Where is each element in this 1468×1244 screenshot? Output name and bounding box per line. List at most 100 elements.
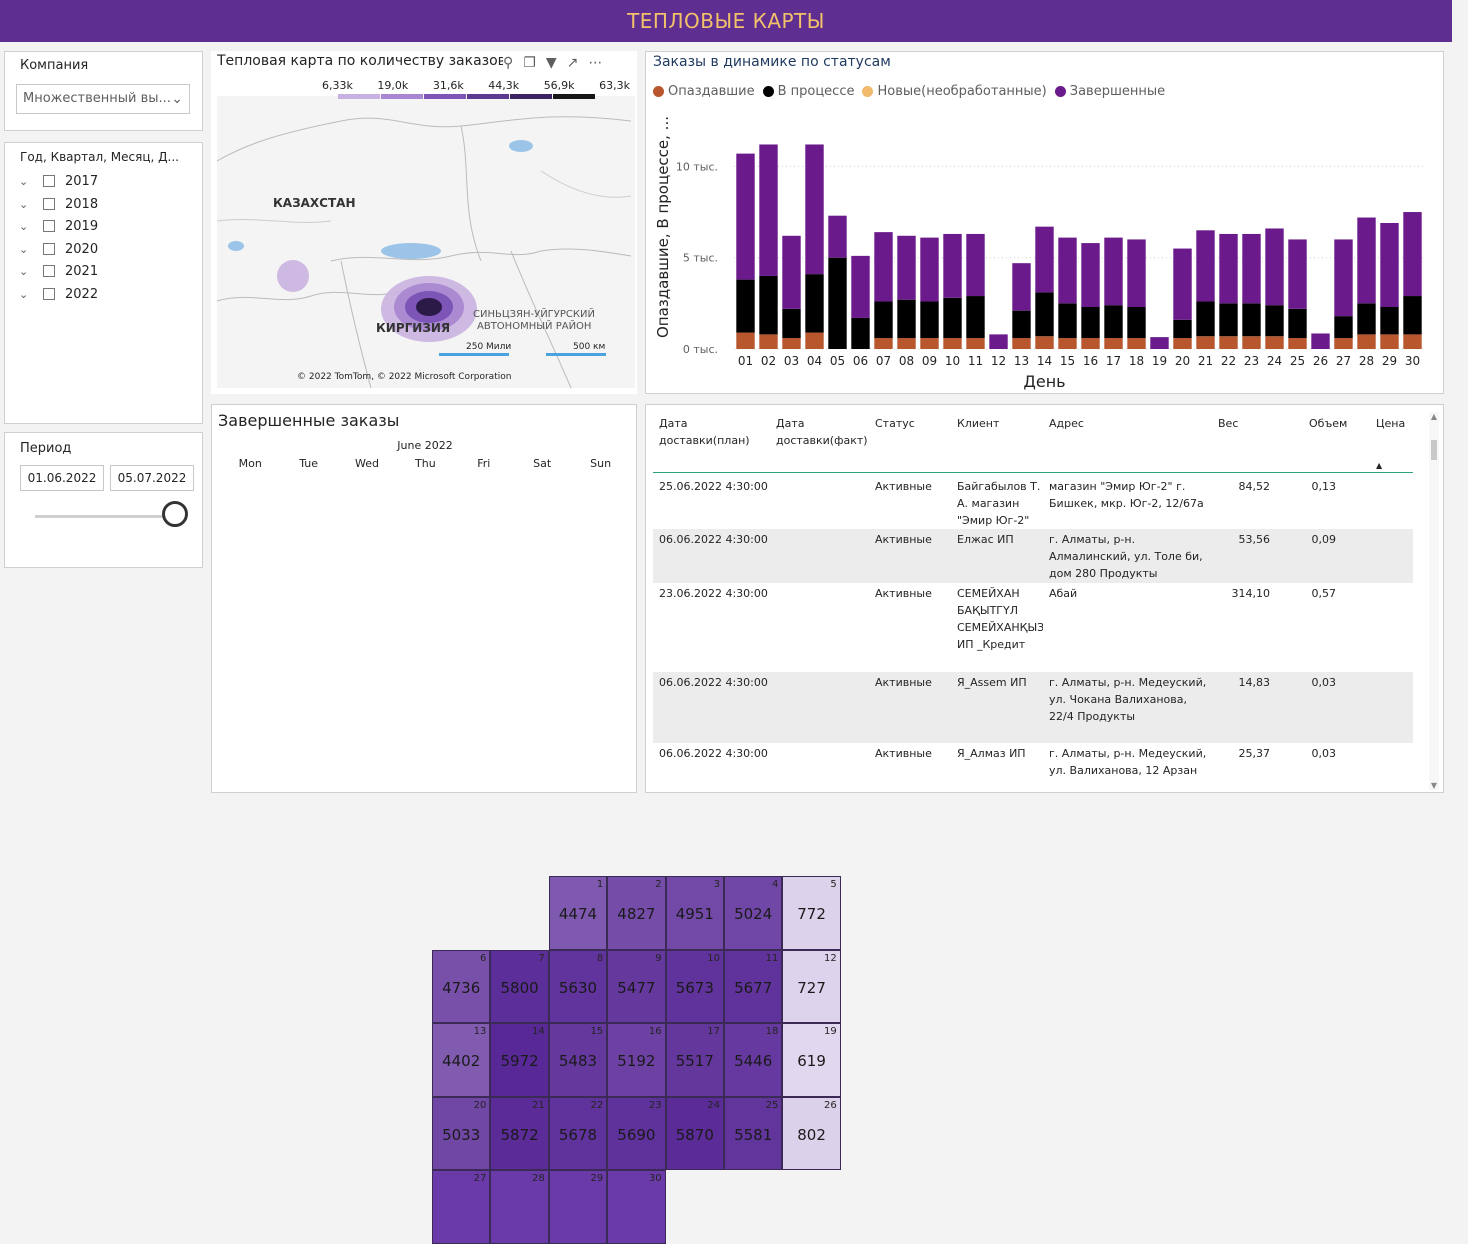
col-header-weight[interactable]: Вес xyxy=(1218,417,1239,430)
bar-segment-in-progress[interactable] xyxy=(1380,307,1399,335)
bar-segment-completed[interactable] xyxy=(966,233,985,297)
cell-plan-date[interactable]: 06.06.2022 4:30:00 xyxy=(659,533,768,546)
period-end-input[interactable]: 05.07.2022 xyxy=(110,465,194,491)
bar-segment-late[interactable] xyxy=(1334,338,1353,349)
legend-item-late[interactable]: Опаздавшие xyxy=(653,84,755,99)
calendar-day-cell[interactable]: 20 5033 xyxy=(432,1096,491,1170)
cell-client[interactable]: СЕМЕЙХАН БАҚЫТГҮЛ СЕМЕЙХАНҚЫЗЫ ИП _Креди… xyxy=(957,587,1043,651)
status-bar-chart[interactable]: 10 тыс. 5 тыс. 0 тыс. 01 02 03 04 05 06 07 08 09 10 1… xyxy=(646,52,1445,395)
cell-client[interactable]: Елжас ИП xyxy=(957,533,1014,546)
bar-segment-completed[interactable] xyxy=(1035,226,1054,293)
bar-segment-completed[interactable] xyxy=(851,255,870,318)
cell-address[interactable]: г. Алматы, р-н. Медеуский, ул. Валиханов… xyxy=(1049,747,1207,777)
bar-segment-completed[interactable] xyxy=(920,237,939,302)
calendar-day-cell[interactable]: 11 5677 xyxy=(724,949,783,1023)
bar-segment-completed[interactable] xyxy=(1242,233,1261,304)
cell-address[interactable]: Абай xyxy=(1049,587,1078,600)
year-item-2020[interactable]: ⌄ 2020 xyxy=(19,239,98,259)
bar-segment-late[interactable] xyxy=(759,334,778,349)
bar-segment-late[interactable] xyxy=(966,338,985,349)
cell-volume[interactable]: 0,57 xyxy=(1311,587,1337,600)
period-slider-handle[interactable] xyxy=(162,501,188,527)
bar-segment-late[interactable] xyxy=(1104,338,1123,349)
cell-plan-date[interactable]: 25.06.2022 4:30:00 xyxy=(659,480,768,493)
bar-segment-completed[interactable] xyxy=(1380,223,1399,307)
calendar-day-cell[interactable]: 27 xyxy=(432,1170,491,1244)
bar-segment-completed[interactable] xyxy=(736,153,755,280)
calendar-day-cell[interactable]: 25 5581 xyxy=(724,1096,783,1170)
cell-plan-date[interactable]: 23.06.2022 4:30:00 xyxy=(659,587,768,600)
bar-segment-in-progress[interactable] xyxy=(1219,303,1238,337)
chevron-down-icon[interactable]: ⌄ xyxy=(19,197,29,211)
col-header-plan-date[interactable]: Дата доставки(план) xyxy=(659,417,750,447)
bar-segment-completed[interactable] xyxy=(1334,239,1353,317)
company-dropdown[interactable]: Множественный вы... ⌄ xyxy=(16,84,190,114)
bar-segment-completed[interactable] xyxy=(1104,237,1123,306)
bar-segment-late[interactable] xyxy=(1380,334,1399,349)
bar-segment-completed[interactable] xyxy=(1311,333,1330,349)
year-item-2022[interactable]: ⌄ 2022 xyxy=(19,284,98,304)
checkbox[interactable] xyxy=(43,220,55,232)
calendar-day-cell[interactable]: 17 5517 xyxy=(665,1023,724,1097)
cell-weight[interactable]: 53,56 xyxy=(1238,533,1271,546)
scroll-up-icon[interactable]: ▲ xyxy=(1430,412,1438,421)
calendar-day-cell[interactable]: 23 5690 xyxy=(607,1096,666,1170)
scrollbar-thumb[interactable] xyxy=(1431,440,1437,460)
bar-segment-in-progress[interactable] xyxy=(828,257,847,349)
calendar-day-cell[interactable]: 9 5477 xyxy=(607,949,666,1023)
year-item-2021[interactable]: ⌄ 2021 xyxy=(19,261,98,281)
calendar-day-cell[interactable]: 4 5024 xyxy=(724,876,783,950)
calendar-day-cell[interactable]: 21 5872 xyxy=(490,1096,549,1170)
bar-segment-completed[interactable] xyxy=(897,235,916,300)
calendar-day-cell[interactable]: 18 5446 xyxy=(724,1023,783,1097)
bar-segment-late[interactable] xyxy=(1265,336,1284,349)
bar-segment-late[interactable] xyxy=(1357,334,1376,349)
cell-volume[interactable]: 0,13 xyxy=(1311,480,1337,493)
bar-segment-late[interactable] xyxy=(1196,336,1215,349)
bar-segment-in-progress[interactable] xyxy=(1012,310,1031,339)
bar-segment-in-progress[interactable] xyxy=(759,275,778,335)
chevron-down-icon[interactable]: ⌄ xyxy=(19,174,29,188)
cell-weight[interactable]: 25,37 xyxy=(1238,747,1271,760)
bar-segment-in-progress[interactable] xyxy=(1104,305,1123,339)
bar-segment-completed[interactable] xyxy=(1173,248,1192,320)
legend-item-completed[interactable]: Завершенные xyxy=(1054,84,1165,99)
calendar-day-cell[interactable]: 26 802 xyxy=(782,1096,841,1170)
scroll-down-icon[interactable]: ▼ xyxy=(1430,781,1438,790)
chevron-down-icon[interactable]: ⌄ xyxy=(19,219,29,233)
bar-segment-in-progress[interactable] xyxy=(1058,303,1077,339)
bar-segment-late[interactable] xyxy=(1127,338,1146,349)
bar-segment-in-progress[interactable] xyxy=(874,301,893,339)
bar-segment-late[interactable] xyxy=(1288,338,1307,349)
bar-segment-in-progress[interactable] xyxy=(1288,308,1307,339)
col-header-fact-date[interactable]: Дата доставки(факт) xyxy=(776,417,868,447)
calendar-day-cell[interactable]: 8 5630 xyxy=(548,949,608,1023)
period-start-input[interactable]: 01.06.2022 xyxy=(20,465,104,491)
cell-address[interactable]: магазин "Эмир Юг-2" г. Бишкек, мкр. Юг-2… xyxy=(1049,480,1204,510)
cell-client[interactable]: Байгабылов Т. А. магазин "Эмир Юг-2" xyxy=(957,480,1041,527)
bar-segment-late[interactable] xyxy=(1058,338,1077,349)
bar-segment-completed[interactable] xyxy=(1081,243,1100,307)
bar-segment-in-progress[interactable] xyxy=(736,279,755,333)
more-options-icon[interactable]: ⋯ xyxy=(588,55,613,71)
bar-segment-completed[interactable] xyxy=(989,334,1008,349)
focus-mode-icon[interactable]: ↗ xyxy=(566,55,589,71)
legend-item-in-progress[interactable]: В процессе xyxy=(762,84,854,99)
bar-segment-completed[interactable] xyxy=(1265,228,1284,306)
bar-segment-late[interactable] xyxy=(943,338,962,349)
bar-segment-completed[interactable] xyxy=(1357,217,1376,304)
calendar-day-cell[interactable]: 12 727 xyxy=(782,949,841,1023)
calendar-day-cell[interactable]: 7 5800 xyxy=(490,949,549,1023)
bar-segment-completed[interactable] xyxy=(1196,230,1215,302)
calendar-day-cell[interactable]: 22 5678 xyxy=(548,1096,608,1170)
calendar-day-cell[interactable]: 3 4951 xyxy=(665,876,724,950)
checkbox[interactable] xyxy=(43,175,55,187)
chevron-down-icon[interactable]: ⌄ xyxy=(19,242,29,256)
calendar-day-cell[interactable]: 29 xyxy=(548,1170,608,1244)
calendar-day-cell[interactable]: 10 5673 xyxy=(665,949,724,1023)
bar-segment-in-progress[interactable] xyxy=(966,296,985,339)
checkbox[interactable] xyxy=(43,198,55,210)
bar-segment-late[interactable] xyxy=(920,338,939,349)
calendar-day-cell[interactable]: 30 xyxy=(607,1170,666,1244)
bar-segment-in-progress[interactable] xyxy=(805,274,824,333)
